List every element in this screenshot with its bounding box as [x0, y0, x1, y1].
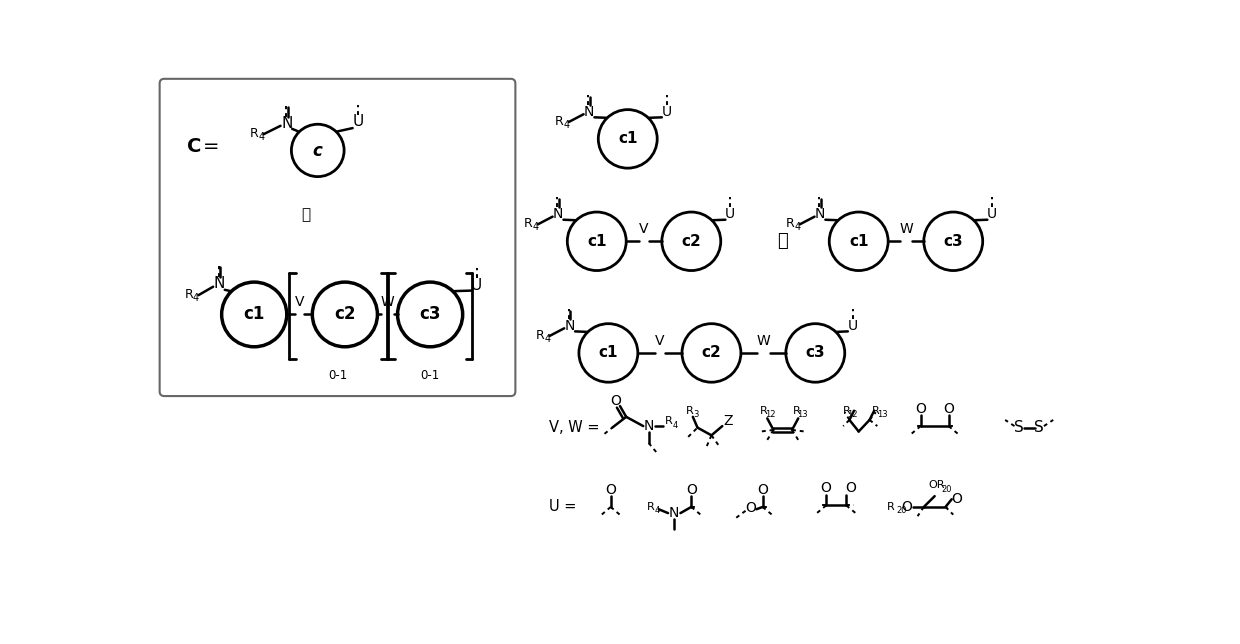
Text: U: U: [661, 105, 672, 119]
Text: R: R: [536, 328, 544, 342]
Text: 即: 即: [301, 207, 311, 222]
Text: N: N: [281, 116, 293, 131]
Text: Z: Z: [724, 415, 733, 428]
Text: U: U: [725, 207, 735, 222]
Text: O: O: [915, 402, 926, 416]
Text: U =: U =: [549, 500, 577, 515]
Text: U: U: [847, 319, 858, 333]
Text: OR: OR: [928, 480, 945, 490]
Text: c2: c2: [702, 345, 722, 361]
Text: R: R: [556, 115, 564, 128]
Text: N: N: [584, 105, 594, 119]
Text: 4: 4: [795, 222, 801, 232]
Text: W: W: [899, 222, 913, 236]
Text: O: O: [951, 492, 962, 506]
Text: N: N: [564, 319, 575, 333]
Text: c1: c1: [599, 345, 618, 361]
Text: V: V: [295, 295, 304, 309]
Text: O: O: [758, 483, 768, 497]
Text: 20: 20: [897, 506, 908, 515]
Text: O: O: [821, 482, 832, 495]
Text: W: W: [756, 334, 770, 348]
Text: R: R: [525, 217, 533, 230]
Text: c1: c1: [587, 234, 606, 249]
Text: R: R: [665, 417, 672, 426]
Text: O: O: [610, 394, 621, 408]
Text: 4: 4: [655, 506, 660, 515]
Text: 4: 4: [544, 334, 551, 344]
Text: N: N: [553, 207, 563, 222]
Text: S: S: [1014, 420, 1024, 435]
Text: 0-1: 0-1: [420, 369, 440, 382]
Text: O: O: [944, 402, 954, 416]
Text: O: O: [846, 482, 857, 495]
Text: R: R: [185, 288, 193, 301]
Text: R: R: [760, 406, 768, 415]
Text: R: R: [249, 127, 259, 140]
Text: S: S: [1034, 420, 1044, 435]
Text: R: R: [872, 406, 879, 415]
Text: R: R: [792, 406, 801, 415]
Text: c3: c3: [944, 234, 963, 249]
Text: V, W =: V, W =: [549, 420, 599, 435]
Text: c3: c3: [419, 305, 441, 323]
Text: 0-1: 0-1: [329, 369, 347, 382]
Text: R: R: [786, 217, 795, 230]
Text: 或: 或: [777, 232, 789, 251]
Text: N: N: [815, 207, 825, 222]
Text: 4: 4: [563, 120, 569, 130]
Text: N: N: [644, 419, 653, 433]
Text: c3: c3: [806, 345, 825, 361]
Text: 13: 13: [797, 410, 808, 419]
Text: c1: c1: [618, 131, 637, 146]
Text: c1: c1: [849, 234, 868, 249]
Text: C: C: [186, 137, 201, 156]
Text: R: R: [647, 502, 655, 512]
Text: c: c: [312, 142, 322, 160]
Text: 12: 12: [847, 410, 858, 419]
Text: W: W: [381, 295, 394, 309]
Text: V: V: [640, 222, 649, 236]
Text: O: O: [745, 502, 755, 515]
Text: R: R: [686, 406, 693, 415]
Text: U: U: [987, 207, 997, 222]
Text: U: U: [352, 115, 363, 129]
Text: c2: c2: [334, 305, 356, 323]
Text: R: R: [887, 502, 894, 512]
Text: c1: c1: [243, 305, 265, 323]
Text: N: N: [213, 276, 224, 291]
Text: R: R: [842, 406, 851, 415]
Text: 3: 3: [693, 410, 698, 419]
Text: O: O: [605, 483, 616, 497]
Text: 20: 20: [941, 485, 951, 494]
Text: 4: 4: [193, 293, 200, 303]
Text: c2: c2: [682, 234, 701, 249]
Text: O: O: [686, 483, 697, 497]
Text: 4: 4: [258, 132, 264, 142]
FancyBboxPatch shape: [160, 79, 516, 396]
Text: 4: 4: [532, 222, 538, 232]
Text: 13: 13: [877, 410, 888, 419]
Text: U: U: [471, 278, 482, 292]
Text: O: O: [901, 500, 913, 514]
Text: 4: 4: [672, 421, 677, 430]
Text: V: V: [655, 334, 665, 348]
Text: =: =: [202, 137, 219, 156]
Text: 12: 12: [765, 410, 775, 419]
Text: N: N: [670, 506, 680, 520]
